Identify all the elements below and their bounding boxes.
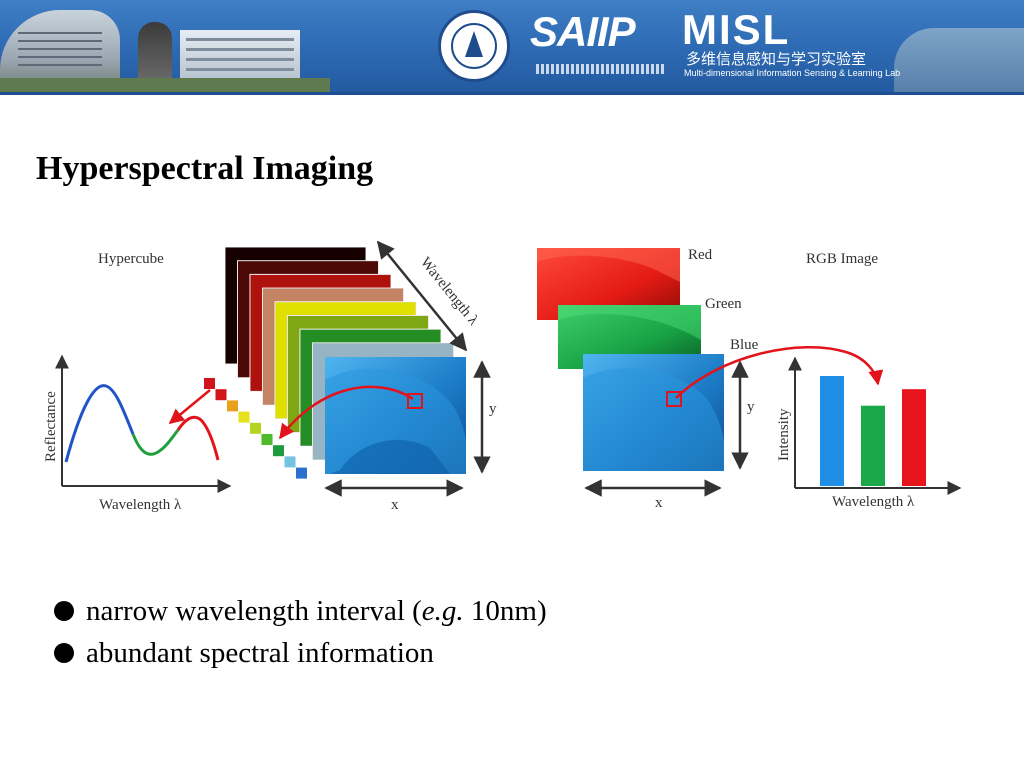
spectrum-square bbox=[204, 378, 215, 389]
rgb-x-label: x bbox=[655, 495, 663, 511]
pixel-selection-box bbox=[407, 393, 423, 409]
reflectance-plot-xlabel: Wavelength λ bbox=[99, 497, 182, 513]
spectrum-square bbox=[227, 400, 238, 412]
reflectance-plot-ylabel: Reflectance bbox=[43, 391, 59, 462]
rgb-y-label: y bbox=[747, 399, 755, 415]
spectrum-square bbox=[250, 422, 261, 434]
intensity-bars bbox=[820, 376, 926, 486]
campus-ground-image bbox=[0, 78, 330, 92]
university-seal-logo bbox=[438, 10, 510, 82]
hypercube-label: Hypercube bbox=[98, 251, 164, 267]
spectrum-square bbox=[273, 445, 284, 457]
spectrum-square bbox=[284, 456, 296, 468]
intensity-plot-ylabel: Intensity bbox=[776, 408, 792, 461]
rgb-image-label: RGB Image bbox=[806, 251, 878, 267]
pixel-to-spectrum-arrow bbox=[278, 385, 414, 440]
spectrum-square bbox=[215, 389, 227, 401]
rgb-pixel-selection-box bbox=[666, 391, 682, 407]
bullet-item: abundant spectral information bbox=[54, 632, 547, 674]
spectrum-square bbox=[296, 467, 307, 479]
spectrum-square bbox=[238, 411, 250, 423]
campus-building-image bbox=[894, 28, 1024, 92]
bullet-text-italic: e.g. bbox=[421, 594, 464, 627]
intensity-bar-blue bbox=[820, 376, 844, 486]
campus-monument-image bbox=[138, 22, 172, 82]
saiip-logo-text: SAIIP bbox=[530, 8, 636, 55]
rgb-pixel-to-intensity-arrow bbox=[675, 345, 884, 399]
banner-divider bbox=[0, 92, 1024, 95]
spectrum-to-plot-arrow bbox=[168, 389, 211, 424]
reflectance-curve-red bbox=[176, 415, 220, 461]
reflectance-curve-blue bbox=[64, 384, 135, 463]
bullet-text: narrow wavelength interval (e.g. 10nm) bbox=[86, 595, 547, 628]
spectrum-square bbox=[261, 434, 273, 445]
misl-english-name: Multi-dimensional Information Sensing & … bbox=[684, 68, 901, 78]
rgb-label-green: Green bbox=[705, 296, 742, 312]
pixel-spectrum-squares bbox=[204, 378, 307, 479]
misl-logo-text: MISL bbox=[682, 6, 791, 53]
hypercube-y-label: y bbox=[489, 401, 497, 417]
intensity-plot-xlabel: Wavelength λ bbox=[832, 494, 915, 510]
bullet-list: narrow wavelength interval (e.g. 10nm) a… bbox=[54, 590, 547, 674]
intensity-bar-green bbox=[861, 405, 885, 486]
intensity-plot: Intensity Wavelength λ bbox=[776, 356, 962, 510]
header-banner: SAIIP MISL 多维信息感知与学习实验室 Multi-dimensiona… bbox=[0, 0, 1024, 92]
intensity-bar-red bbox=[902, 389, 926, 486]
reflectance-curve-green bbox=[131, 429, 180, 456]
reflectance-plot: Reflectance Wavelength λ bbox=[43, 354, 232, 513]
misl-chinese-name: 多维信息感知与学习实验室 bbox=[686, 50, 867, 68]
bullet-text: abundant spectral information bbox=[86, 636, 434, 669]
saiip-logo: SAIIP bbox=[530, 8, 670, 78]
bullet-text-part: 10nm) bbox=[463, 594, 547, 627]
rgb-label-blue: Blue bbox=[730, 337, 759, 353]
rgb-blue-channel-image bbox=[583, 354, 724, 471]
wavelength-axis-arrow bbox=[376, 240, 468, 352]
bullet-item: narrow wavelength interval (e.g. 10nm) bbox=[54, 590, 547, 632]
bullet-text-part: narrow wavelength interval ( bbox=[86, 594, 422, 627]
bullet-dot-icon bbox=[54, 601, 74, 621]
rgb-label-red: Red bbox=[688, 247, 713, 263]
misl-logo: MISL 多维信息感知与学习实验室 Multi-dimensional Info… bbox=[680, 6, 900, 82]
hypercube-x-label: x bbox=[391, 497, 399, 513]
slide-title: Hyperspectral Imaging bbox=[36, 150, 374, 187]
hypercube-front-band bbox=[325, 357, 466, 474]
bullet-dot-icon bbox=[54, 643, 74, 663]
